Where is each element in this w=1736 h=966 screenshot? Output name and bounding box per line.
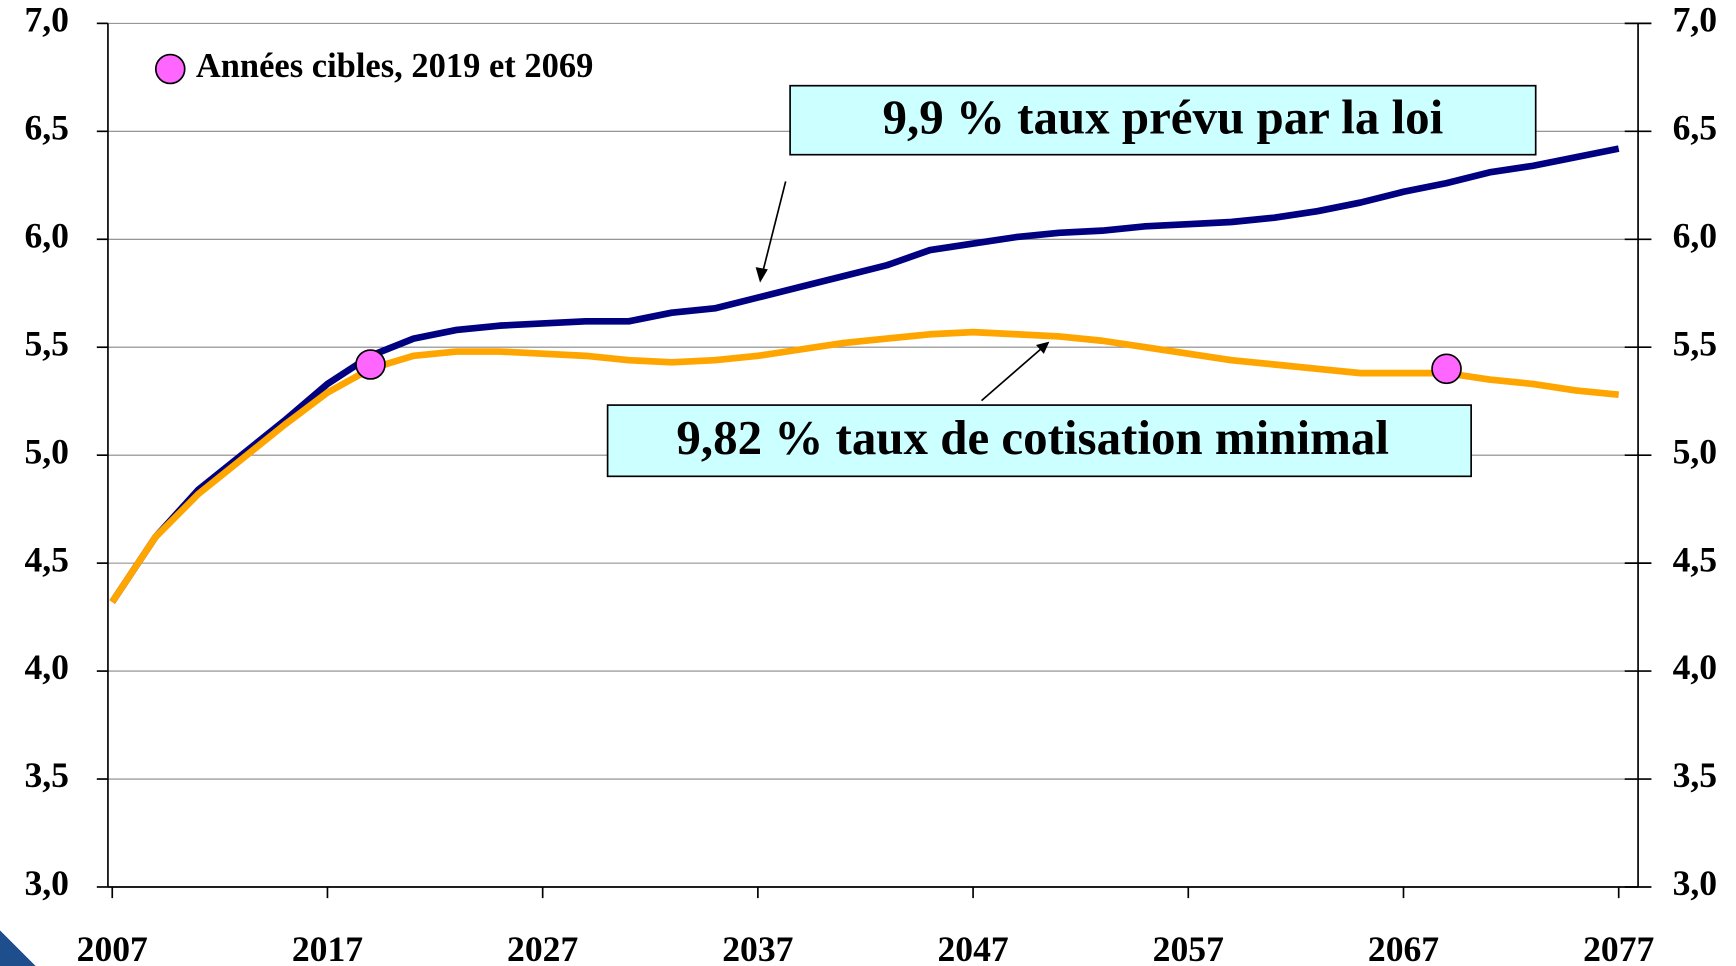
y-tick-label: 5,0 <box>24 431 69 471</box>
annotation-arrow <box>980 347 1043 402</box>
x-tick-label: 2017 <box>292 929 363 966</box>
x-tick-label: 2027 <box>507 929 578 966</box>
target-marker <box>355 349 386 380</box>
annotation-text: 9,82 % taux de cotisation minimal <box>676 410 1389 465</box>
x-tick-label: 2067 <box>1368 929 1439 966</box>
x-tick-label: 2057 <box>1153 929 1224 966</box>
arrow-head <box>1036 341 1050 354</box>
y-tick-label: 4,0 <box>24 647 69 687</box>
x-tick-label: 2007 <box>77 929 148 966</box>
y2-tick-label: 6,0 <box>1673 215 1718 255</box>
annotation-arrow <box>761 181 787 274</box>
y2-tick-label: 3,5 <box>1673 755 1718 795</box>
y2-tick-label: 3,0 <box>1673 863 1718 903</box>
legend: Années cibles, 2019 et 2069 <box>154 47 593 85</box>
y-tick-label: 7,0 <box>24 0 69 40</box>
y-tick-label: 4,5 <box>24 539 69 579</box>
annotation-box <box>606 404 1472 478</box>
series-line <box>109 328 1620 604</box>
annotations: 9,9 % taux prévu par la loi 9,82 % taux … <box>606 84 1537 478</box>
annotation-text: 9,9 % taux prévu par la loi <box>883 90 1444 145</box>
annotation-box <box>789 84 1537 156</box>
y2-tick-label: 4,5 <box>1673 539 1718 579</box>
y2-tick-label: 5,0 <box>1673 431 1718 471</box>
y-tick-label: 6,0 <box>24 215 69 255</box>
x-tick-label: 2047 <box>937 929 1008 966</box>
y-tick-label: 5,5 <box>24 323 69 363</box>
y2-tick-label: 7,0 <box>1673 0 1718 40</box>
x-tick-label: 2037 <box>722 929 793 966</box>
y-tick-label: 3,5 <box>24 755 69 795</box>
y2-tick-label: 5,5 <box>1673 323 1718 363</box>
y2-tick-label: 6,5 <box>1673 107 1718 147</box>
axes: 3,0 3,5 4,0 4,5 5,0 5,5 6,0 6,5 7,0 3,0 3,5 4,0 4,5 5… <box>24 0 1717 966</box>
series-line <box>109 145 1620 604</box>
arrow-head <box>755 267 768 283</box>
y-tick-label: 3,0 <box>24 863 69 903</box>
y-tick-label: 6,5 <box>24 107 69 147</box>
legend-marker <box>154 53 186 85</box>
lines <box>109 145 1620 604</box>
x-tick-label: 2077 <box>1583 929 1654 966</box>
legend-label: Années cibles, 2019 et 2069 <box>196 47 593 85</box>
y2-tick-label: 4,0 <box>1673 647 1718 687</box>
corner-decoration <box>0 930 36 966</box>
target-marker <box>1431 353 1462 385</box>
